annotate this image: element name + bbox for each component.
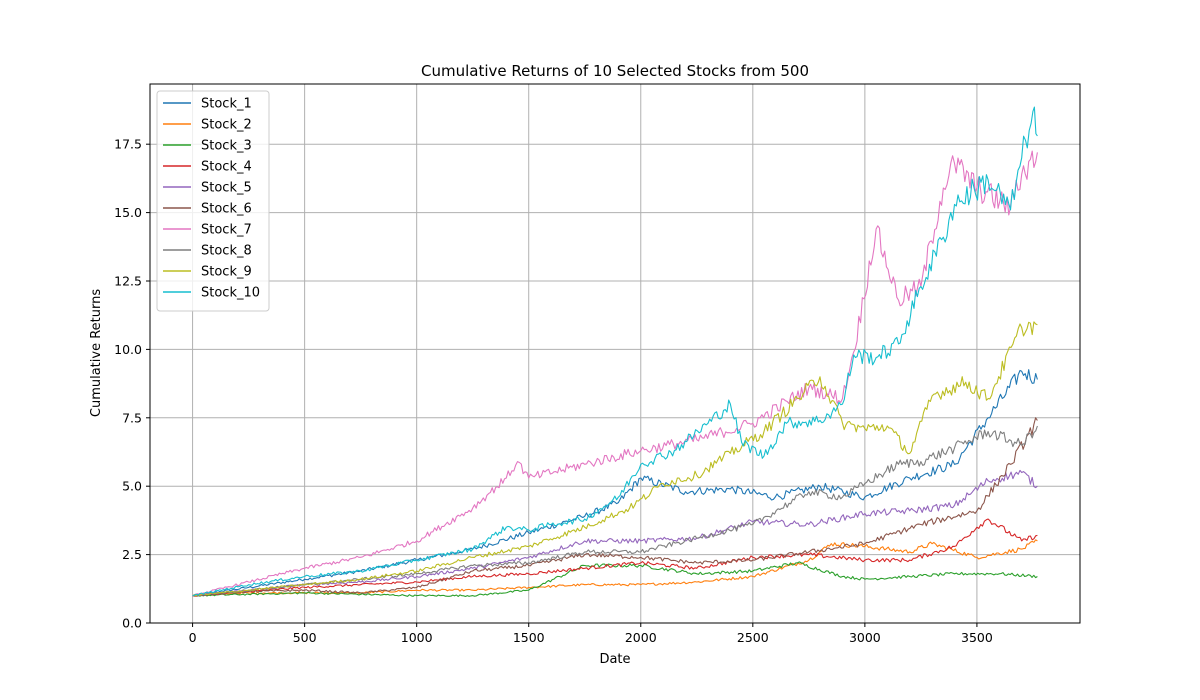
series-line-stock-5 xyxy=(192,469,1038,597)
y-tick-label: 10.0 xyxy=(114,342,142,357)
legend-label: Stock_9 xyxy=(201,265,252,280)
x-tick-label: 1000 xyxy=(401,630,433,645)
y-tick-label: 15.0 xyxy=(114,205,142,220)
x-axis-label: Date xyxy=(599,652,630,667)
x-tick-label: 3500 xyxy=(961,630,993,645)
series-line-stock-7 xyxy=(192,150,1038,597)
series-line-stock-3 xyxy=(192,561,1038,598)
legend-label: Stock_5 xyxy=(201,181,252,196)
legend-label: Stock_2 xyxy=(201,118,252,133)
legend-label: Stock_1 xyxy=(201,97,252,112)
x-tick-label: 1500 xyxy=(513,630,545,645)
legend-label: Stock_7 xyxy=(201,223,252,238)
x-tick-label: 2500 xyxy=(737,630,769,645)
y-tick-label: 5.0 xyxy=(122,479,142,494)
y-tick-label: 12.5 xyxy=(114,273,142,288)
legend-label: Stock_8 xyxy=(201,244,252,259)
series-line-stock-4 xyxy=(192,518,1038,597)
x-tick-label: 2000 xyxy=(625,630,657,645)
plot-area xyxy=(150,84,1080,623)
series-line-stock-6 xyxy=(192,417,1038,597)
y-tick-label: 17.5 xyxy=(114,137,142,152)
legend-label: Stock_6 xyxy=(201,202,252,217)
legend-label: Stock_3 xyxy=(201,139,252,154)
x-tick-label: 3000 xyxy=(849,630,881,645)
series-line-stock-9 xyxy=(192,321,1038,597)
legend: Stock_1 Stock_2 Stock_3 Stock_4 Stock_5 Stock… xyxy=(156,90,270,312)
y-tick-label: 0.0 xyxy=(122,616,142,631)
legend-label: Stock_4 xyxy=(201,160,252,175)
plot-frame xyxy=(149,83,1081,624)
x-tick-label: 500 xyxy=(293,630,317,645)
series-line-stock-1 xyxy=(192,369,1038,597)
x-tick-label: 0 xyxy=(189,630,197,645)
series-lines xyxy=(192,106,1038,598)
legend-label: Stock_10 xyxy=(201,286,260,301)
y-tick-label: 7.5 xyxy=(122,410,142,425)
axis-ticks: 0 500 1000 1500 2000 2500 3000 3500 0.0 2.5 5.0 7.5… xyxy=(114,137,993,645)
y-tick-label: 2.5 xyxy=(122,547,142,562)
y-axis-label: Cumulative Returns xyxy=(89,289,104,417)
legend-box xyxy=(156,90,270,312)
chart-title: Cumulative Returns of 10 Selected Stocks… xyxy=(421,62,809,80)
series-line-stock-10 xyxy=(192,106,1038,597)
